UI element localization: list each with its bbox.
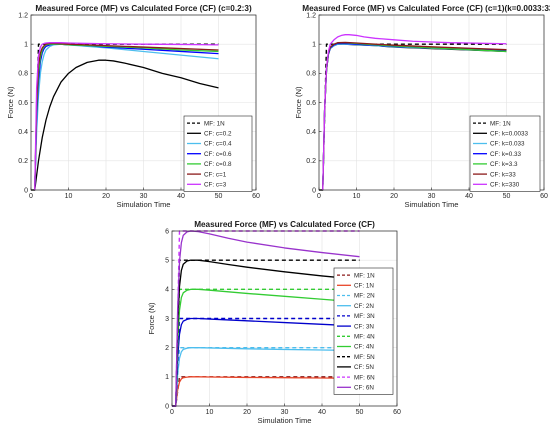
legend-entry: CF: c=0.2 <box>204 131 232 138</box>
x-tick-label: 40 <box>318 409 326 416</box>
legend: MF: 1N CF: c=0.2 CF: c=0.4 CF: c=0.6 CF: c=0… <box>183 115 253 192</box>
chart-title: Measured Force (MF) vs Calculated Force … <box>194 220 375 229</box>
legend-entry: MF: 6N <box>354 374 375 381</box>
y-tick-label: 0.6 <box>18 100 28 107</box>
y-tick-label: 1 <box>24 42 28 49</box>
legend-entry: MF: 4N <box>354 334 375 341</box>
series-line-4 <box>175 347 360 407</box>
legend-entry: CF: 2N <box>354 303 374 310</box>
legend: MF: 1N CF: 1N MF: 2N CF: 2N MF: 3N CF: 3N MF: … <box>333 267 394 395</box>
x-tick-label: 30 <box>281 409 289 416</box>
x-tick-label: 20 <box>390 193 398 200</box>
x-tick-label: 10 <box>353 193 361 200</box>
series-line-7 <box>322 34 507 191</box>
x-tick-label: 40 <box>465 193 473 200</box>
y-tick-label: 5 <box>165 258 169 265</box>
x-tick-label: 30 <box>140 193 148 200</box>
x-tick-label: 60 <box>540 193 548 200</box>
legend-entry: CF: k=330 <box>490 182 520 189</box>
legend-entry: MF: 3N <box>354 313 375 320</box>
legend-entry: MF: 1N <box>490 120 511 127</box>
y-tick-label: 0.8 <box>18 71 28 78</box>
y-tick-label: 0.2 <box>18 158 28 165</box>
legend-entry: CF: 3N <box>354 323 374 330</box>
legend-entry: CF: 4N <box>354 344 374 351</box>
y-tick-label: 1 <box>165 374 169 381</box>
y-tick-label: 0.2 <box>306 158 316 165</box>
series-line-5 <box>34 43 219 191</box>
y-tick-label: 0.4 <box>18 129 28 136</box>
series-line-3 <box>34 43 219 191</box>
y-axis-label: Force (N) <box>294 86 303 119</box>
series-line-2 <box>175 376 360 407</box>
legend-entry: CF: c=0.4 <box>204 141 232 148</box>
series-line-8 <box>175 288 360 407</box>
y-tick-label: 2 <box>165 345 169 352</box>
y-tick-label: 0.8 <box>306 71 316 78</box>
series-line-2 <box>34 59 219 191</box>
y-tick-label: 1.2 <box>306 12 316 19</box>
chart-1: 0 10 20 30 40 50 60 0 0.2 0.4 0.6 0.8 1 1.2 Measured F… <box>6 4 260 209</box>
legend-entry: CF: c=0.8 <box>204 161 232 168</box>
y-tick-label: 1.2 <box>18 12 28 19</box>
x-tick-label: 50 <box>503 193 511 200</box>
legend-entry: MF: 1N <box>204 120 225 127</box>
legend-box <box>333 267 394 395</box>
y-tick-label: 0.6 <box>306 100 316 107</box>
series-line-6 <box>175 317 360 407</box>
x-tick-label: 10 <box>65 193 73 200</box>
x-tick-label: 10 <box>206 409 214 416</box>
chart-3: 0 10 20 30 40 50 60 0 1 2 3 4 5 6 Measured Force (MF) … <box>147 220 401 425</box>
x-tick-label: 40 <box>177 193 185 200</box>
x-tick-label: 0 <box>170 409 174 416</box>
x-tick-label: 60 <box>393 409 401 416</box>
legend-entry: CF: 6N <box>354 385 374 392</box>
y-axis-label: Force (N) <box>147 302 156 335</box>
x-axis-label: Simulation Time <box>257 416 311 425</box>
x-tick-label: 60 <box>252 193 260 200</box>
legend-entry: MF: 5N <box>354 354 375 361</box>
x-axis-label: Simulation Time <box>116 200 170 209</box>
y-tick-label: 4 <box>165 287 169 294</box>
y-tick-label: 6 <box>165 228 169 235</box>
x-tick-label: 0 <box>317 193 321 200</box>
y-tick-label: 0 <box>24 187 28 194</box>
legend-entry: CF: k=33 <box>490 171 516 178</box>
x-tick-label: 20 <box>243 409 251 416</box>
y-tick-label: 0 <box>312 187 316 194</box>
x-tick-label: 30 <box>428 193 436 200</box>
legend-entry: CF: 1N <box>354 283 374 290</box>
legend: MF: 1N CF: k=0.0033 CF: k=0.033 CF: k=0.33 C… <box>469 115 541 192</box>
legend-entry: MF: 1N <box>354 272 375 279</box>
legend-entry: CF: k=0.033 <box>490 141 525 148</box>
series-line-6 <box>34 42 219 191</box>
x-tick-label: 20 <box>102 193 110 200</box>
y-tick-label: 3 <box>165 316 169 323</box>
y-axis-label: Force (N) <box>6 86 15 119</box>
legend-entry: CF: 5N <box>354 364 374 371</box>
y-tick-label: 0 <box>165 403 169 410</box>
x-tick-label: 0 <box>29 193 33 200</box>
x-tick-label: 50 <box>215 193 223 200</box>
chart-title: Measured Force (MF) vs Calculated Force … <box>302 4 550 13</box>
x-tick-label: 50 <box>356 409 364 416</box>
legend-entry: MF: 2N <box>354 293 375 300</box>
series-line-10 <box>175 259 360 407</box>
y-tick-label: 0.4 <box>306 129 316 136</box>
legend-entry: CF: c=0.6 <box>204 151 232 158</box>
legend-entry: CF: k=0.0033 <box>490 131 528 138</box>
chart-title: Measured Force (MF) vs Calculated Force … <box>35 4 252 13</box>
legend-entry: CF: k=3.3 <box>490 161 518 168</box>
y-tick-label: 1 <box>312 42 316 49</box>
legend-entry: CF: k=0.33 <box>490 151 521 158</box>
x-axis-label: Simulation Time <box>404 200 458 209</box>
series-line-7 <box>34 42 219 191</box>
legend-entry: CF: c=3 <box>204 182 227 189</box>
legend-entry: CF: c=1 <box>204 171 227 178</box>
